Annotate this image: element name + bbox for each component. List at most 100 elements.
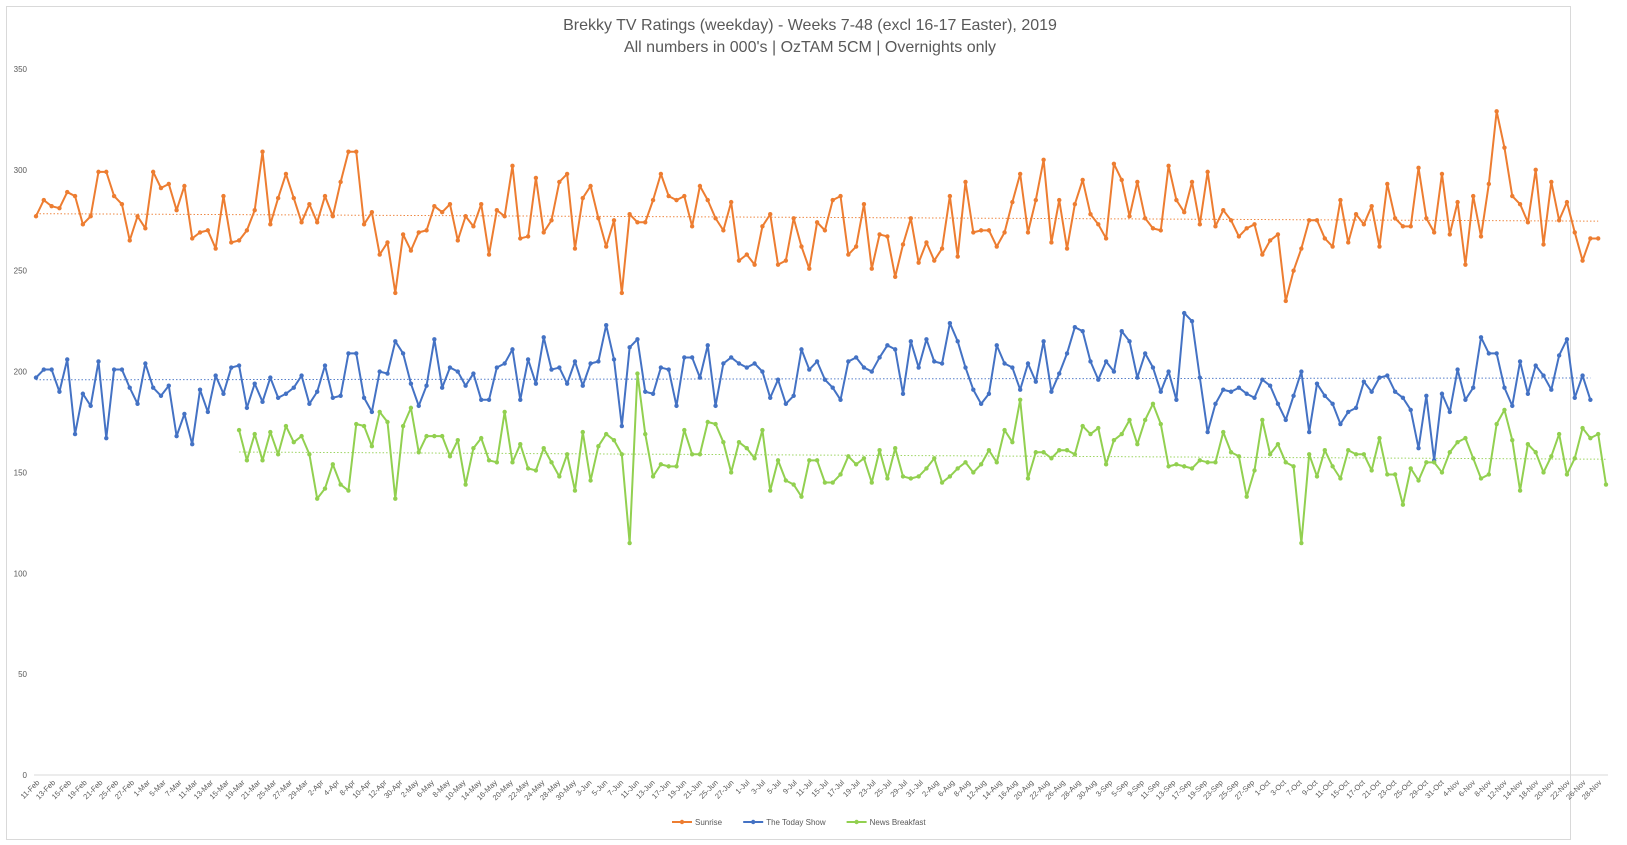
- data-point: [1353, 212, 1359, 217]
- data-point: [814, 220, 820, 225]
- data-point: [424, 433, 429, 439]
- data-point: [49, 367, 54, 372]
- data-point: [814, 359, 820, 364]
- x-tick-label: 4-Apr: [322, 778, 342, 798]
- data-point: [268, 375, 273, 380]
- data-point: [549, 460, 554, 465]
- data-point: [572, 488, 578, 493]
- data-point: [939, 246, 945, 251]
- data-point: [346, 149, 351, 154]
- data-point: [1275, 441, 1281, 447]
- data-point: [549, 367, 554, 372]
- data-point: [244, 405, 250, 411]
- data-point: [1400, 395, 1406, 400]
- data-point: [104, 435, 109, 441]
- data-point: [1502, 385, 1507, 390]
- data-point: [65, 357, 70, 362]
- data-point: [627, 212, 632, 217]
- data-point: [846, 252, 851, 257]
- data-point: [1424, 460, 1429, 465]
- data-point: [205, 409, 211, 415]
- x-tick-label: 1-Jul: [734, 778, 752, 796]
- data-point: [1260, 377, 1265, 382]
- data-point: [1096, 222, 1101, 227]
- x-tick-label: 2-Apr: [306, 778, 326, 798]
- data-point: [603, 322, 609, 328]
- data-point: [463, 383, 468, 388]
- data-point: [986, 228, 992, 233]
- data-point: [1385, 373, 1390, 378]
- data-point: [1080, 329, 1085, 334]
- data-point: [408, 405, 414, 411]
- data-point: [1517, 359, 1523, 364]
- data-point: [143, 226, 148, 231]
- data-point: [1361, 452, 1367, 457]
- data-point: [1517, 201, 1523, 207]
- data-point: [1471, 385, 1476, 390]
- data-point: [502, 361, 507, 366]
- data-point: [1580, 425, 1585, 431]
- data-point: [1338, 421, 1343, 427]
- data-point: [1283, 298, 1288, 304]
- data-point: [236, 427, 242, 433]
- data-point: [713, 216, 718, 221]
- data-point: [1103, 462, 1109, 467]
- y-tick-label: 200: [14, 368, 28, 377]
- data-point: [1572, 230, 1577, 235]
- data-point: [658, 365, 664, 370]
- data-point: [275, 195, 281, 201]
- y-tick-label: 50: [18, 670, 27, 679]
- data-point: [838, 193, 843, 199]
- data-point: [291, 195, 296, 201]
- data-point: [455, 369, 460, 374]
- data-point: [291, 385, 296, 390]
- data-point: [947, 474, 953, 479]
- x-tick-label: 31-Jul: [904, 778, 925, 799]
- data-point: [1455, 199, 1460, 205]
- data-point: [127, 238, 132, 243]
- data-point: [947, 193, 953, 199]
- data-point: [369, 210, 375, 215]
- data-point: [1455, 367, 1460, 372]
- data-point: [1017, 397, 1023, 403]
- x-tick-label: 3-Jul: [749, 778, 767, 796]
- data-point: [1431, 230, 1437, 235]
- x-tick-label: 5-Jul: [765, 778, 783, 796]
- data-point: [479, 397, 484, 403]
- data-point: [299, 373, 304, 378]
- data-point: [393, 339, 398, 344]
- data-point: [1541, 470, 1546, 475]
- data-point: [1439, 470, 1445, 475]
- data-point: [861, 201, 867, 207]
- data-point: [1174, 462, 1179, 467]
- data-point: [1025, 361, 1031, 366]
- data-point: [346, 351, 351, 356]
- data-point: [1236, 234, 1242, 239]
- data-point: [1244, 494, 1249, 499]
- data-point: [1174, 397, 1179, 403]
- data-point: [580, 383, 585, 388]
- data-point: [1314, 218, 1320, 223]
- data-point: [1322, 393, 1328, 398]
- x-tick-label: 5-Sep: [1110, 778, 1131, 799]
- data-point: [236, 363, 242, 368]
- data-point: [416, 403, 421, 409]
- data-point: [1236, 385, 1242, 390]
- data-point: [346, 488, 351, 493]
- data-point: [1291, 268, 1296, 273]
- data-point: [932, 456, 937, 461]
- data-point: [1306, 218, 1312, 223]
- data-point: [1369, 389, 1374, 394]
- data-point: [1556, 353, 1562, 358]
- data-point: [190, 441, 195, 447]
- data-point: [1580, 373, 1585, 378]
- data-point: [1533, 363, 1538, 368]
- data-point: [932, 359, 937, 364]
- x-tick-label: 5-Mar: [147, 778, 168, 799]
- data-point: [877, 232, 882, 237]
- data-point: [400, 423, 406, 429]
- x-tick-label: 1-Mar: [132, 778, 153, 799]
- data-point: [760, 369, 765, 374]
- data-point: [291, 439, 296, 445]
- series-the-today-show: [33, 310, 1593, 463]
